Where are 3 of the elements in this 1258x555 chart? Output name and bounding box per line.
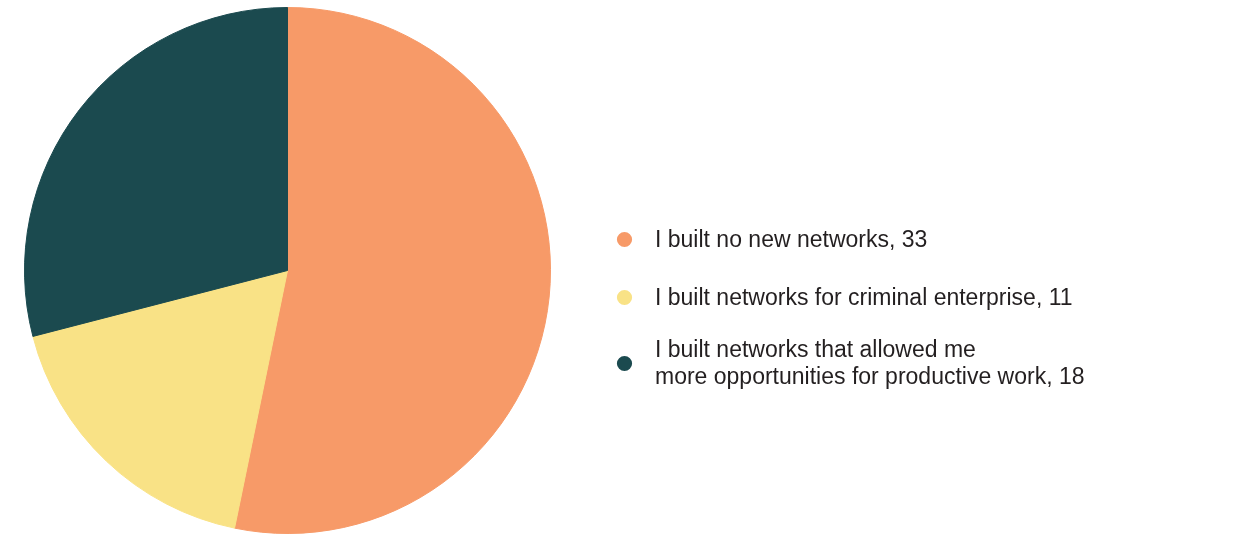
legend-label: I built networks that allowed me more opportunities for productive work, 18 xyxy=(655,336,1085,390)
legend-label: I built no new networks, 33 xyxy=(655,225,928,253)
legend-label: I built networks for criminal enterprise, 11 xyxy=(655,283,1073,311)
